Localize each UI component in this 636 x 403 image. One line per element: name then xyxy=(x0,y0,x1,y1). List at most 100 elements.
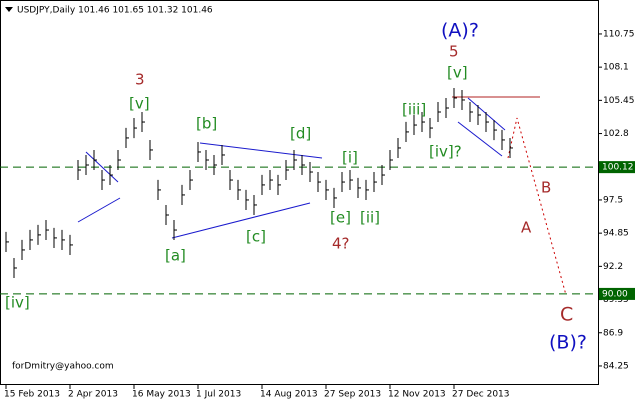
menu-icon xyxy=(5,7,13,12)
wave-label: [iii] xyxy=(402,101,426,119)
price-bar xyxy=(333,187,337,208)
price-bar xyxy=(37,224,41,245)
price-bar xyxy=(53,227,57,248)
x-tick-label: 16 May 2013 xyxy=(132,390,191,400)
price-bar xyxy=(501,129,505,150)
price-bar xyxy=(429,118,433,139)
price-bar xyxy=(205,149,209,171)
x-tick-label: 1 Jul 2013 xyxy=(196,390,241,400)
price-bar xyxy=(109,165,113,186)
price-bar xyxy=(493,120,497,141)
price-bar xyxy=(13,257,17,279)
y-tick-label: 110.75 xyxy=(603,29,635,39)
wave-label: [ii] xyxy=(360,209,380,227)
level-label-box xyxy=(599,161,635,174)
price-bar xyxy=(285,159,289,181)
price-bar xyxy=(5,231,9,252)
price-bar xyxy=(237,179,241,200)
price-bar xyxy=(445,97,449,119)
wave-label: [e] xyxy=(330,209,351,227)
x-tick-label: 2 Apr 2013 xyxy=(68,390,118,400)
y-tick-label: 102.8 xyxy=(603,129,629,139)
price-bar xyxy=(293,149,297,171)
price-bar xyxy=(317,172,321,193)
y-tick-label: 105.45 xyxy=(603,96,635,106)
price-bar xyxy=(277,174,281,195)
wave-label: [c] xyxy=(246,228,266,246)
wave-label: A xyxy=(521,219,532,237)
price-bar xyxy=(309,161,313,183)
price-bar xyxy=(213,154,217,176)
wave-label: [iv] xyxy=(5,294,30,312)
price-bar xyxy=(221,144,225,165)
wave-label: [d] xyxy=(290,125,311,143)
y-tick-label: 89.55 xyxy=(603,295,629,305)
price-bar xyxy=(301,154,305,176)
price-bar xyxy=(245,189,249,210)
x-tick-label: 27 Sep 2013 xyxy=(324,390,381,400)
price-bar xyxy=(85,154,89,176)
price-bar xyxy=(437,101,441,123)
x-tick-label: 14 Aug 2013 xyxy=(260,390,318,400)
price-bar xyxy=(133,118,137,139)
x-tick-label: 15 Feb 2013 xyxy=(4,390,60,400)
price-bar xyxy=(181,184,185,205)
price-bar xyxy=(101,170,105,191)
price-bar xyxy=(165,204,169,226)
chart-title: USDJPY,Daily 101.46 101.65 101.32 101.46 xyxy=(17,6,213,16)
price-bar xyxy=(253,194,257,215)
wave-label: [iv]? xyxy=(429,143,462,161)
wave-label: [v] xyxy=(447,64,468,82)
price-bar xyxy=(45,220,49,241)
x-tick-label: 27 Dec 2013 xyxy=(452,390,510,400)
wave-label: 5 xyxy=(449,43,459,61)
x-tick-label: 12 Nov 2013 xyxy=(388,390,446,400)
wave-label: [b] xyxy=(196,115,217,133)
price-bar xyxy=(269,170,273,191)
y-tick-label: 97.5 xyxy=(603,195,623,205)
price-bar xyxy=(157,179,161,200)
price-bar xyxy=(325,179,329,200)
level-label-box xyxy=(599,287,635,300)
y-tick-label: 94.85 xyxy=(603,229,629,239)
price-bar xyxy=(485,112,489,133)
price-bar xyxy=(469,101,473,123)
price-bar xyxy=(461,89,465,110)
wave-label: (A)? xyxy=(441,20,479,42)
price-bar xyxy=(141,112,145,133)
price-bar xyxy=(509,137,513,158)
price-bar xyxy=(421,112,425,133)
price-bar xyxy=(93,149,97,171)
wave-label: [v] xyxy=(129,95,150,113)
level-label: 90.00 xyxy=(602,289,628,299)
price-bar xyxy=(77,159,81,181)
price-bar xyxy=(405,121,409,142)
price-bar xyxy=(29,229,33,250)
y-tick-label: 92.2 xyxy=(603,262,623,272)
price-bar xyxy=(381,165,385,186)
price-bar xyxy=(413,115,417,136)
price-bar xyxy=(125,127,129,148)
wave-label: B xyxy=(541,179,551,197)
plot-frame xyxy=(0,0,599,385)
price-bar xyxy=(397,137,401,158)
y-tick-label: 86.9 xyxy=(603,328,623,338)
watermark: forDmitry@yahoo.com xyxy=(12,362,114,372)
price-bar xyxy=(357,177,361,198)
wave-label: 4? xyxy=(332,235,350,253)
price-bar xyxy=(21,239,25,260)
wave-label: C xyxy=(560,304,573,326)
price-bar xyxy=(189,170,193,191)
level-label: 100.12 xyxy=(602,163,634,173)
price-bar xyxy=(61,229,65,250)
price-bar xyxy=(229,170,233,191)
price-bar xyxy=(341,172,345,193)
price-bar xyxy=(197,141,201,162)
wave-label: [a] xyxy=(165,247,186,265)
price-bar xyxy=(389,149,393,171)
wave-label: 3 xyxy=(135,71,145,89)
y-tick-label: 84.25 xyxy=(603,361,629,371)
wave-label: (B)? xyxy=(549,332,587,354)
y-tick-label: 108.1 xyxy=(603,63,629,73)
